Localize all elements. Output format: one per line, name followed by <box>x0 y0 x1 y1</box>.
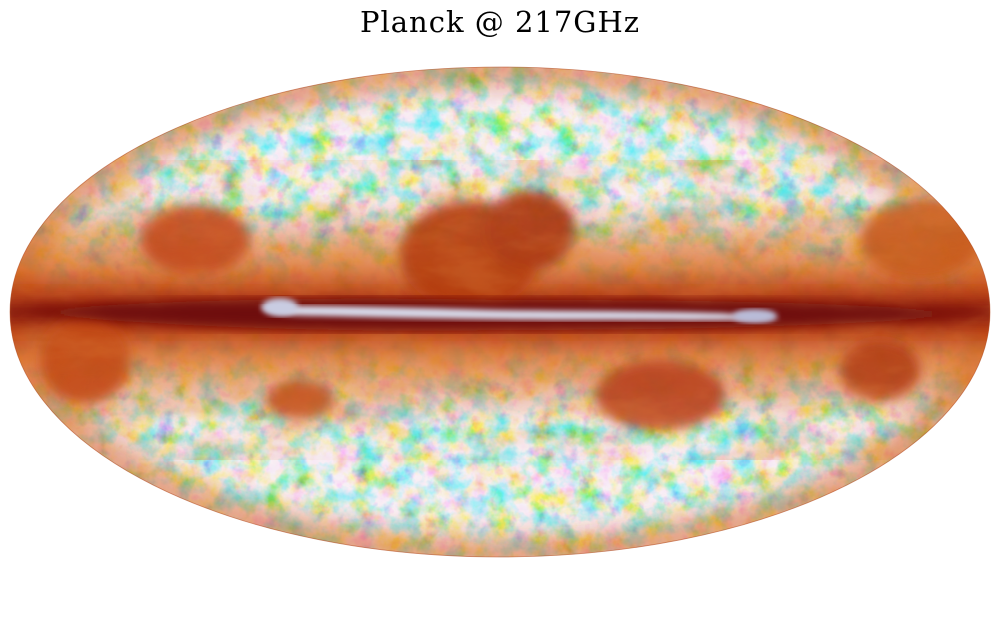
figure-title: Planck @ 217GHz <box>359 5 641 39</box>
map-boundary <box>9 66 991 558</box>
plane-emission <box>260 305 780 321</box>
